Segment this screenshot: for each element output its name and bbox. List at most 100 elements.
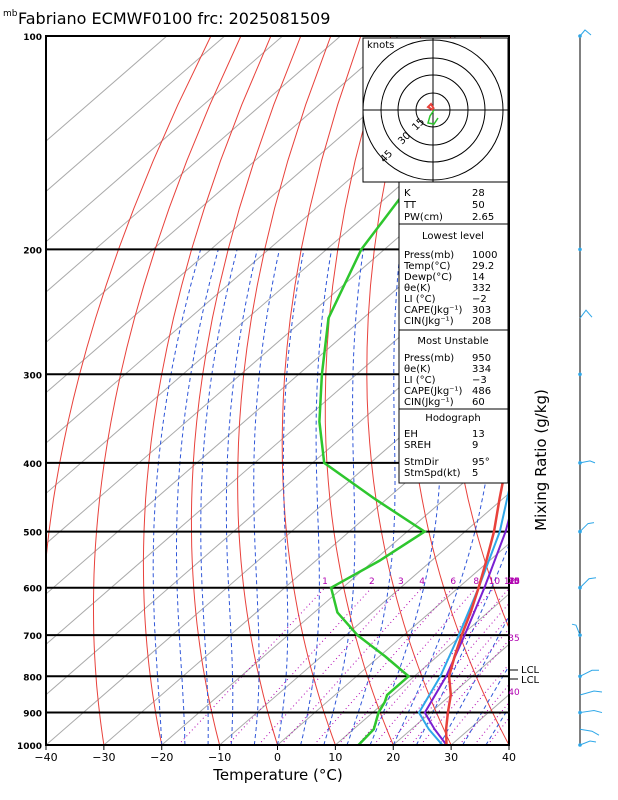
x-tick-label: −30 bbox=[92, 751, 115, 764]
temperature-profile bbox=[444, 422, 509, 745]
dewpoint-profile bbox=[318, 66, 509, 745]
lowest-li-label: LI (°C) bbox=[404, 294, 436, 305]
isotherm bbox=[46, 36, 399, 344]
mixing-ratio-line bbox=[473, 701, 509, 745]
lowest-dewp-value: 14 bbox=[472, 272, 485, 283]
x-tick-label: −10 bbox=[208, 751, 231, 764]
dry-adiabat bbox=[281, 36, 362, 745]
dry-adiabat bbox=[591, 36, 618, 760]
mixing-ratio-label: 40 bbox=[508, 688, 520, 698]
mixing-ratio-label: 4 bbox=[419, 577, 425, 587]
isotherm bbox=[46, 36, 457, 394]
moist-adiabat bbox=[277, 249, 305, 745]
dry-adiabat bbox=[556, 36, 618, 760]
mixing-ratio-label: 10 bbox=[489, 577, 501, 587]
x-tick-label: 0 bbox=[274, 751, 281, 764]
unstable-title: Most Unstable bbox=[417, 336, 488, 347]
lowest-temp-value: 29.2 bbox=[472, 261, 494, 272]
hodo-eh-value: 13 bbox=[472, 429, 485, 440]
moist-adiabat bbox=[439, 614, 509, 745]
unstable-press-label: Press(mb) bbox=[404, 353, 454, 364]
mixing-ratio-line bbox=[337, 587, 477, 745]
wind-barb bbox=[579, 577, 597, 589]
mixing-ratio-line bbox=[373, 587, 509, 745]
wind-barb-column bbox=[571, 29, 603, 747]
pressure-tick-label: 1000 bbox=[17, 742, 42, 752]
wind-barb bbox=[579, 309, 593, 319]
lowest-cape-label: CAPE(Jkg⁻¹) bbox=[404, 305, 462, 316]
lcl-label-2: LCL bbox=[521, 675, 540, 686]
unstable-cape-value: 486 bbox=[472, 386, 491, 397]
lcl-label-1: LCL bbox=[521, 665, 540, 676]
hodo-stmdir-label: StmDir bbox=[404, 457, 439, 468]
lowest-cape-value: 303 bbox=[472, 305, 491, 316]
mixing-ratio-label: 20 bbox=[508, 577, 520, 587]
wind-barb bbox=[579, 728, 600, 736]
pressure-tick-label: 500 bbox=[23, 529, 42, 539]
mixing-ratio-line bbox=[227, 587, 373, 745]
isotherm bbox=[277, 543, 509, 745]
k-label: K bbox=[404, 188, 411, 199]
pressure-tick-label: 600 bbox=[23, 585, 42, 595]
dry-adiabat bbox=[93, 36, 242, 745]
isotherm bbox=[161, 442, 509, 745]
hodo-eh-label: EH bbox=[404, 429, 418, 440]
mixing-ratio-label: 30 bbox=[508, 577, 520, 587]
mixing-ratio-line bbox=[258, 587, 402, 745]
wind-barb bbox=[579, 29, 592, 37]
pressure-tick-label: 100 bbox=[23, 33, 42, 43]
mixing-ratio-label: 14 bbox=[508, 577, 520, 587]
x-tick-label: 40 bbox=[502, 751, 516, 764]
k-value: 28 bbox=[472, 188, 485, 199]
mixing-ratio-line bbox=[387, 602, 509, 745]
mixing-ratio-label: 18 bbox=[508, 577, 520, 587]
chart-title: Fabriano ECMWF0100 frc: 2025081509 bbox=[18, 9, 330, 28]
pressure-tick-label: 200 bbox=[23, 246, 42, 256]
lowest-press-label: Press(mb) bbox=[404, 250, 454, 261]
background-lines bbox=[46, 36, 618, 760]
isotherm bbox=[46, 241, 509, 646]
unstable-cin-label: CIN(Jkg⁻¹) bbox=[404, 397, 454, 408]
indices-panel: K 28 TT 50 PW(cm) 2.65 Lowest level Pres… bbox=[398, 181, 509, 484]
isotherm bbox=[508, 744, 509, 745]
unstable-cape-label: CAPE(Jkg⁻¹) bbox=[404, 386, 462, 397]
hodo-title: Hodograph bbox=[425, 413, 480, 424]
mixing-ratio-label: 2 bbox=[369, 577, 375, 587]
wind-barb bbox=[571, 623, 581, 636]
lowest-press-value: 1000 bbox=[472, 250, 497, 261]
moist-adiabat bbox=[462, 664, 509, 745]
wind-barb bbox=[579, 690, 603, 696]
lowest-thetae-label: θe(K) bbox=[404, 283, 431, 294]
lowest-title: Lowest level bbox=[422, 231, 484, 242]
mixing-ratio-label: 8 bbox=[473, 577, 479, 587]
mixing-ratio-line bbox=[178, 587, 326, 745]
hodo-stmspd-value: 5 bbox=[472, 468, 478, 479]
isotherm bbox=[46, 36, 341, 293]
dry-adiabat bbox=[142, 36, 272, 745]
lowest-temp-label: Temp(°C) bbox=[403, 261, 451, 272]
mixing-ratio-label: 3 bbox=[398, 577, 404, 587]
hodograph-units: knots bbox=[367, 40, 394, 51]
mixing-ratio-line bbox=[313, 587, 454, 745]
x-tick-label: 20 bbox=[386, 751, 400, 764]
moist-adiabat bbox=[225, 249, 258, 745]
isotherm bbox=[46, 36, 226, 193]
wind-level-dot bbox=[578, 372, 582, 377]
pressure-tick-label: 700 bbox=[23, 632, 42, 642]
pressure-tick-label: 900 bbox=[23, 710, 42, 720]
wind-barb bbox=[579, 669, 599, 677]
isotherm bbox=[335, 593, 509, 745]
wind-barb bbox=[579, 740, 597, 746]
isotherm bbox=[46, 291, 509, 696]
hodo-sreh-value: 9 bbox=[472, 440, 478, 451]
x-tick-label: 30 bbox=[444, 751, 458, 764]
pressure-tick-label: 300 bbox=[23, 371, 42, 381]
unstable-li-value: −3 bbox=[472, 375, 487, 386]
moist-adiabat bbox=[200, 249, 238, 745]
unstable-cin-value: 60 bbox=[472, 397, 485, 408]
wind-level-dot bbox=[578, 247, 582, 252]
wind-barb bbox=[579, 522, 595, 532]
x-tick-label: −40 bbox=[34, 751, 57, 764]
